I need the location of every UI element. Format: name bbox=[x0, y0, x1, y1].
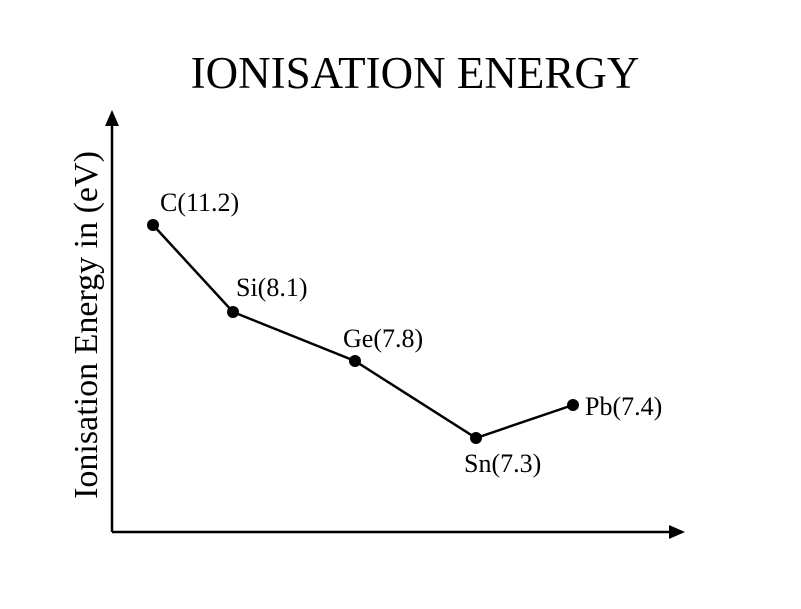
data-labels: C(11.2) Si(8.1) Ge(7.8) Sn(7.3) Pb(7.4) bbox=[160, 188, 662, 478]
data-point-ge bbox=[349, 355, 361, 367]
x-axis-arrowhead bbox=[669, 525, 685, 539]
data-points bbox=[147, 219, 579, 444]
data-point-sn bbox=[470, 432, 482, 444]
chart-title: IONISATION ENERGY bbox=[191, 48, 640, 98]
data-label-pb: Pb(7.4) bbox=[585, 392, 662, 421]
data-point-pb bbox=[567, 399, 579, 411]
data-label-c: C(11.2) bbox=[160, 188, 239, 217]
data-point-si bbox=[227, 306, 239, 318]
y-axis-label: Ionisation Energy in (eV) bbox=[68, 151, 105, 499]
data-label-si: Si(8.1) bbox=[236, 273, 308, 302]
data-label-sn: Sn(7.3) bbox=[464, 449, 541, 478]
axes bbox=[105, 110, 685, 539]
y-axis-arrowhead bbox=[105, 110, 119, 126]
data-label-ge: Ge(7.8) bbox=[343, 324, 423, 353]
data-point-c bbox=[147, 219, 159, 231]
